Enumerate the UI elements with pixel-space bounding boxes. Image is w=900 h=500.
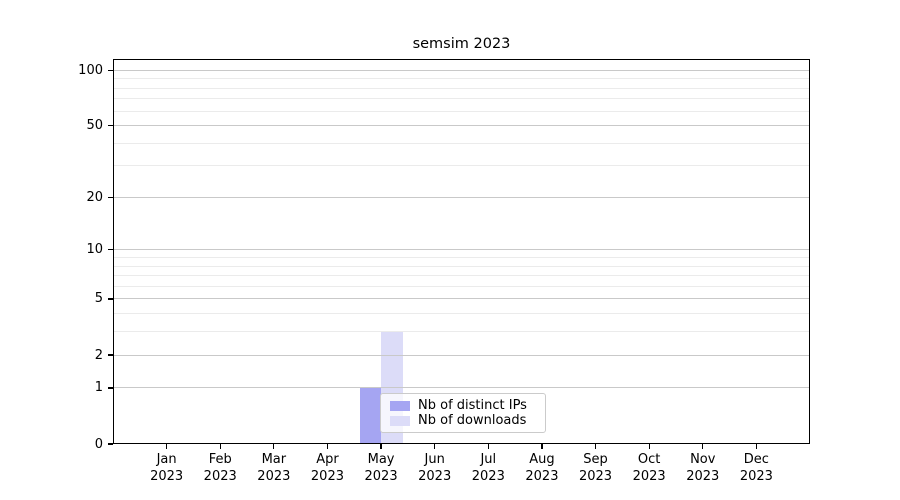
- chart-title: semsim 2023: [412, 36, 511, 52]
- gridline-minor: [113, 110, 810, 112]
- bar-nb-of-distinct-ips: [359, 387, 382, 444]
- x-tick-label: Oct 2023: [632, 452, 666, 484]
- gridline-minor: [113, 165, 810, 167]
- x-tick-label: Jan 2023: [150, 452, 184, 484]
- x-tick-mark: [648, 444, 650, 449]
- legend: Nb of distinct IPs Nb of downloads: [380, 393, 546, 433]
- x-tick-mark: [165, 444, 168, 449]
- gridline-minor: [113, 275, 810, 277]
- gridline-minor: [113, 78, 810, 80]
- y-tick-label: 2: [94, 347, 103, 363]
- y-tick-mark: [108, 298, 113, 300]
- y-tick-mark: [108, 69, 113, 71]
- x-tick-mark: [755, 444, 758, 449]
- x-tick-label: Sep 2023: [578, 452, 613, 484]
- x-tick-mark: [702, 444, 704, 449]
- y-tick-label: 5: [94, 291, 103, 307]
- x-tick-mark: [326, 444, 329, 449]
- gridline-minor: [113, 142, 810, 144]
- x-tick-mark: [219, 444, 221, 449]
- x-tick-mark: [594, 444, 597, 449]
- y-tick-label: 10: [86, 242, 103, 258]
- gridline-minor: [113, 313, 810, 315]
- x-tick-mark: [434, 444, 436, 449]
- gridline-minor: [113, 265, 810, 267]
- x-tick-mark: [541, 444, 543, 449]
- gridline-minor: [113, 285, 810, 287]
- gridline-major: [113, 125, 810, 127]
- y-tick-mark: [108, 443, 113, 445]
- gridline-major: [113, 354, 810, 356]
- gridline-minor: [113, 98, 810, 100]
- y-tick-mark: [108, 249, 113, 251]
- x-tick-label: Jul 2023: [471, 452, 505, 484]
- x-tick-label: Jun 2023: [418, 452, 452, 484]
- gridline-major: [113, 387, 810, 389]
- y-tick-label: 20: [86, 189, 103, 205]
- y-tick-label: 1: [94, 380, 103, 396]
- y-tick-label: 100: [78, 62, 103, 78]
- x-tick-label: Dec 2023: [739, 452, 773, 484]
- y-tick-label: 0: [94, 436, 103, 452]
- x-tick-label: Feb 2023: [203, 452, 237, 484]
- gridline-major: [113, 196, 810, 198]
- gridline-major: [113, 298, 810, 300]
- legend-label: Nb of downloads: [418, 413, 527, 428]
- y-tick-label: 50: [86, 118, 103, 134]
- x-tick-label: Nov 2023: [686, 452, 720, 484]
- legend-item: Nb of distinct IPs: [390, 398, 536, 413]
- x-tick-mark: [273, 444, 275, 449]
- y-tick-mark: [108, 124, 113, 127]
- legend-item: Nb of downloads: [390, 413, 536, 428]
- x-tick-mark: [487, 444, 489, 449]
- gridline-minor: [113, 331, 810, 333]
- plot-area: Nb of distinct IPs Nb of downloads 0 1 2 5 1…: [78, 59, 810, 484]
- x-tick-label: Mar 2023: [257, 452, 291, 484]
- gridline-major: [113, 69, 810, 71]
- y-tick-mark: [108, 354, 113, 356]
- gridline-major: [113, 249, 810, 251]
- axes-frame: [113, 59, 810, 444]
- legend-swatch: [390, 415, 410, 426]
- x-tick-label: May 2023: [364, 452, 398, 484]
- y-tick-mark: [108, 387, 113, 389]
- gridline-minor: [113, 87, 810, 89]
- legend-label: Nb of distinct IPs: [418, 398, 527, 413]
- legend-swatch: [390, 400, 410, 411]
- gridline-minor: [113, 257, 810, 258]
- x-tick-label: Aug 2023: [525, 452, 559, 484]
- x-tick-mark: [380, 444, 382, 449]
- x-tick-label: Apr 2023: [310, 452, 344, 484]
- y-tick-mark: [108, 196, 113, 199]
